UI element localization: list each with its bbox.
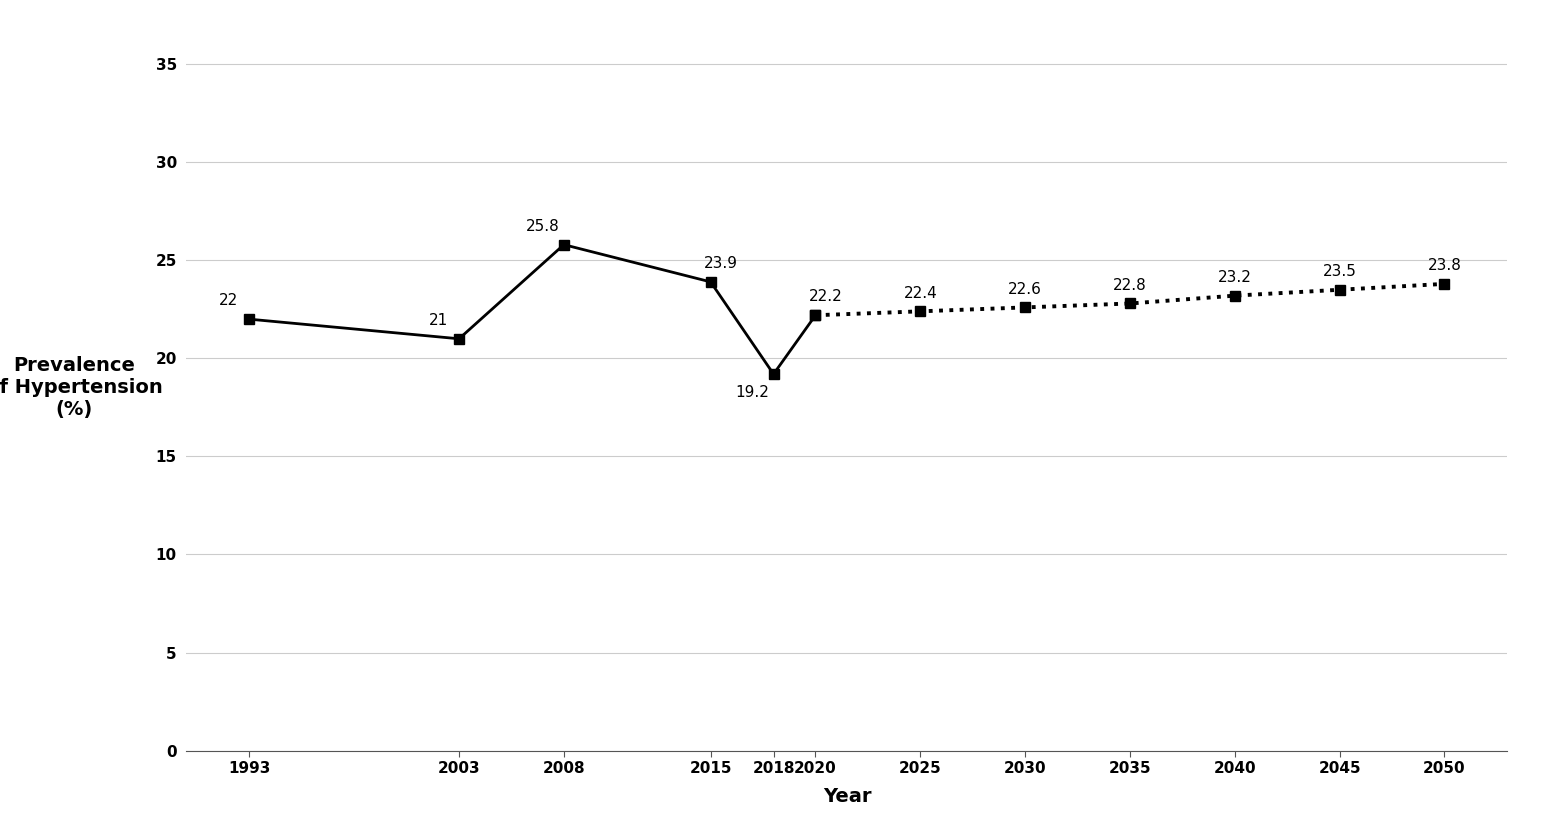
Text: Prevalence
of Hypertension
(%): Prevalence of Hypertension (%)	[0, 356, 163, 420]
Text: 23.5: 23.5	[1322, 264, 1357, 279]
Text: 23.2: 23.2	[1218, 270, 1253, 285]
Text: 22: 22	[219, 294, 238, 309]
X-axis label: Year: Year	[822, 787, 872, 806]
Text: 19.2: 19.2	[735, 384, 769, 399]
Text: 23.9: 23.9	[704, 256, 738, 271]
Text: 22.6: 22.6	[1009, 282, 1043, 297]
Text: 22.2: 22.2	[810, 289, 842, 304]
Text: 21: 21	[429, 313, 448, 328]
Text: 22.8: 22.8	[1113, 278, 1147, 293]
Text: 25.8: 25.8	[527, 219, 559, 234]
Text: 23.8: 23.8	[1428, 258, 1461, 273]
Text: 22.4: 22.4	[903, 285, 937, 300]
